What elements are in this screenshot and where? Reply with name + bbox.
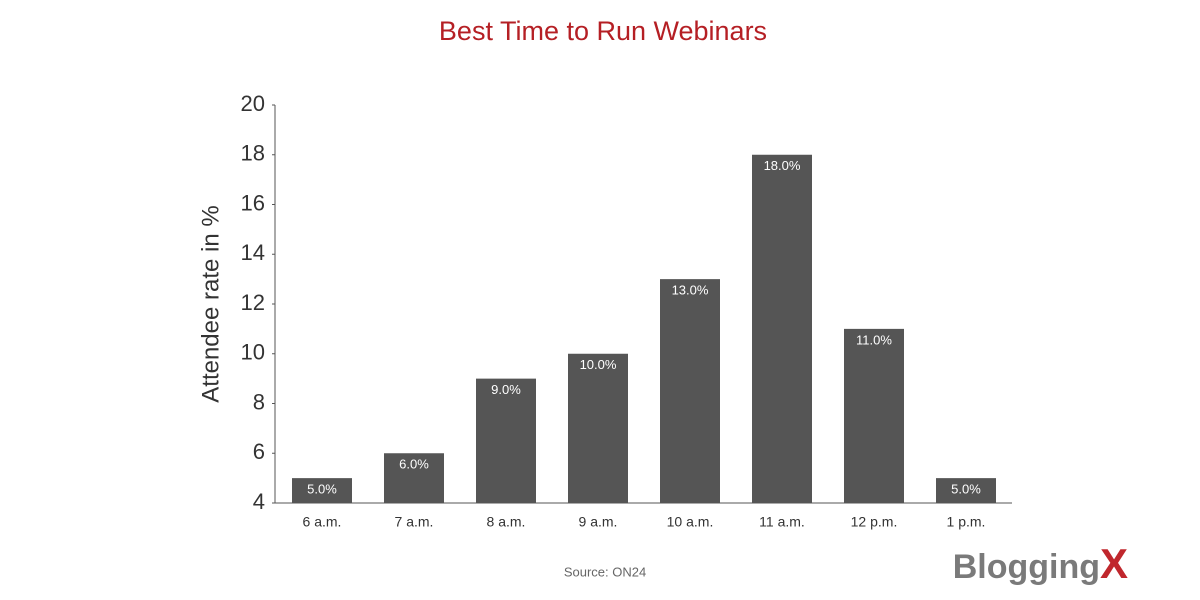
value-label: 6.0% [399,457,429,472]
y-tick-label: 20 [241,91,265,116]
y-tick-label: 18 [241,141,265,166]
x-tick-label: 12 p.m. [851,514,898,530]
bar [752,154,812,503]
logo-text: Blogging [953,548,1100,586]
bar [660,279,720,503]
bar [292,478,352,503]
value-label: 13.0% [672,283,709,298]
x-tick-label: 6 a.m. [303,514,342,530]
y-tick-label: 4 [253,489,265,514]
y-axis-label: Attendee rate in % [197,205,224,402]
y-tick-label: 12 [241,290,265,315]
y-tick-label: 6 [253,439,265,464]
x-tick-label: 10 a.m. [667,514,714,530]
y-tick-label: 16 [241,190,265,215]
bar [568,353,628,503]
chart-title: Best Time to Run Webinars [439,16,767,46]
bar [844,328,904,503]
x-tick-label: 8 a.m. [487,514,526,530]
value-label: 11.0% [856,332,892,347]
value-label: 5.0% [307,482,337,497]
logo-mark: X [1100,540,1128,587]
value-label: 5.0% [951,482,981,497]
y-tick-label: 8 [253,389,265,414]
x-tick-label: 1 p.m. [947,514,986,530]
bar [936,478,996,503]
y-tick-label: 10 [241,340,265,365]
bar [476,378,536,503]
value-label: 18.0% [764,158,801,173]
bar [384,453,444,503]
value-label: 9.0% [491,382,521,397]
x-tick-label: 7 a.m. [395,514,434,530]
value-label: 10.0% [580,357,617,372]
y-tick-label: 14 [241,240,265,265]
x-tick-label: 11 a.m. [759,514,805,530]
x-tick-label: 9 a.m. [579,514,618,530]
source: Source: ON24 [564,564,646,579]
